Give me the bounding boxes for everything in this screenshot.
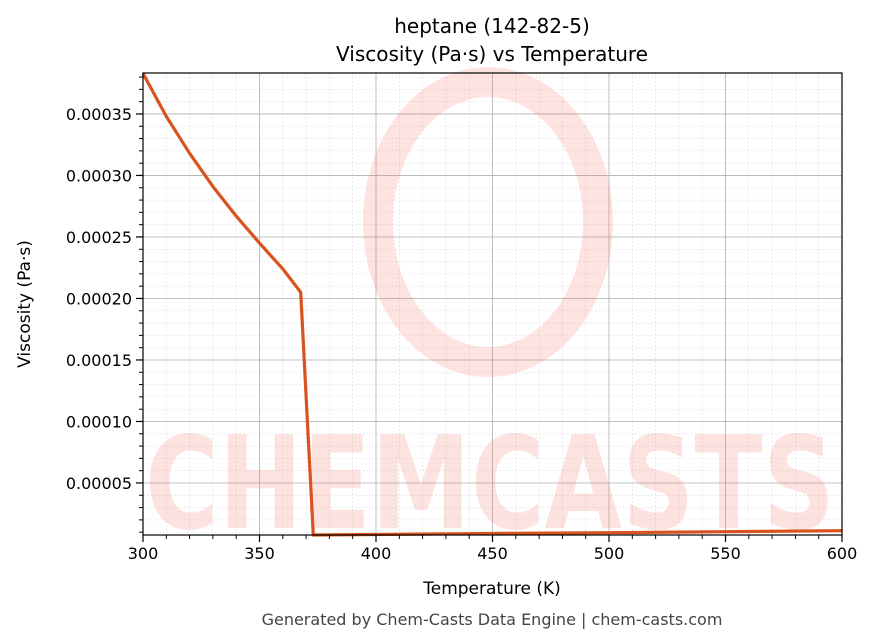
series-layer	[141, 72, 843, 537]
x-axis-label: Temperature (K)	[422, 579, 561, 599]
y-tick-label: 0.00010	[66, 412, 132, 431]
series-line-viscosity	[141, 72, 843, 537]
x-tick-label: 550	[710, 544, 741, 563]
x-tick-label: 600	[827, 544, 858, 563]
x-tick-label: 350	[244, 544, 275, 563]
y-axis-label: Viscosity (Pa·s)	[15, 240, 35, 368]
chart-title: heptane (142-82-5)	[394, 14, 590, 38]
y-tick-label: 0.00025	[66, 228, 132, 247]
x-tick-label: 400	[361, 544, 392, 563]
footer-credit: Generated by Chem-Casts Data Engine | ch…	[262, 610, 723, 629]
y-tick-label: 0.00020	[66, 289, 132, 308]
watermark: CHEMCASTS	[145, 67, 835, 559]
y-tick-label: 0.00030	[66, 166, 132, 185]
watermark-logo	[363, 67, 613, 377]
ticks: 300 350 400 450 500 550 600 0.00005 0.00010 0.000…	[66, 76, 858, 563]
grid	[142, 73, 843, 535]
chart-subtitle: Viscosity (Pa·s) vs Temperature	[336, 42, 648, 66]
watermark-text: CHEMCASTS	[145, 410, 835, 559]
y-tick-label: 0.00005	[66, 474, 132, 493]
y-tick-label: 0.00035	[66, 105, 132, 124]
x-tick-label: 450	[477, 544, 508, 563]
x-tick-label: 300	[128, 544, 159, 563]
x-tick-label: 500	[594, 544, 625, 563]
y-tick-label: 0.00015	[66, 351, 132, 370]
